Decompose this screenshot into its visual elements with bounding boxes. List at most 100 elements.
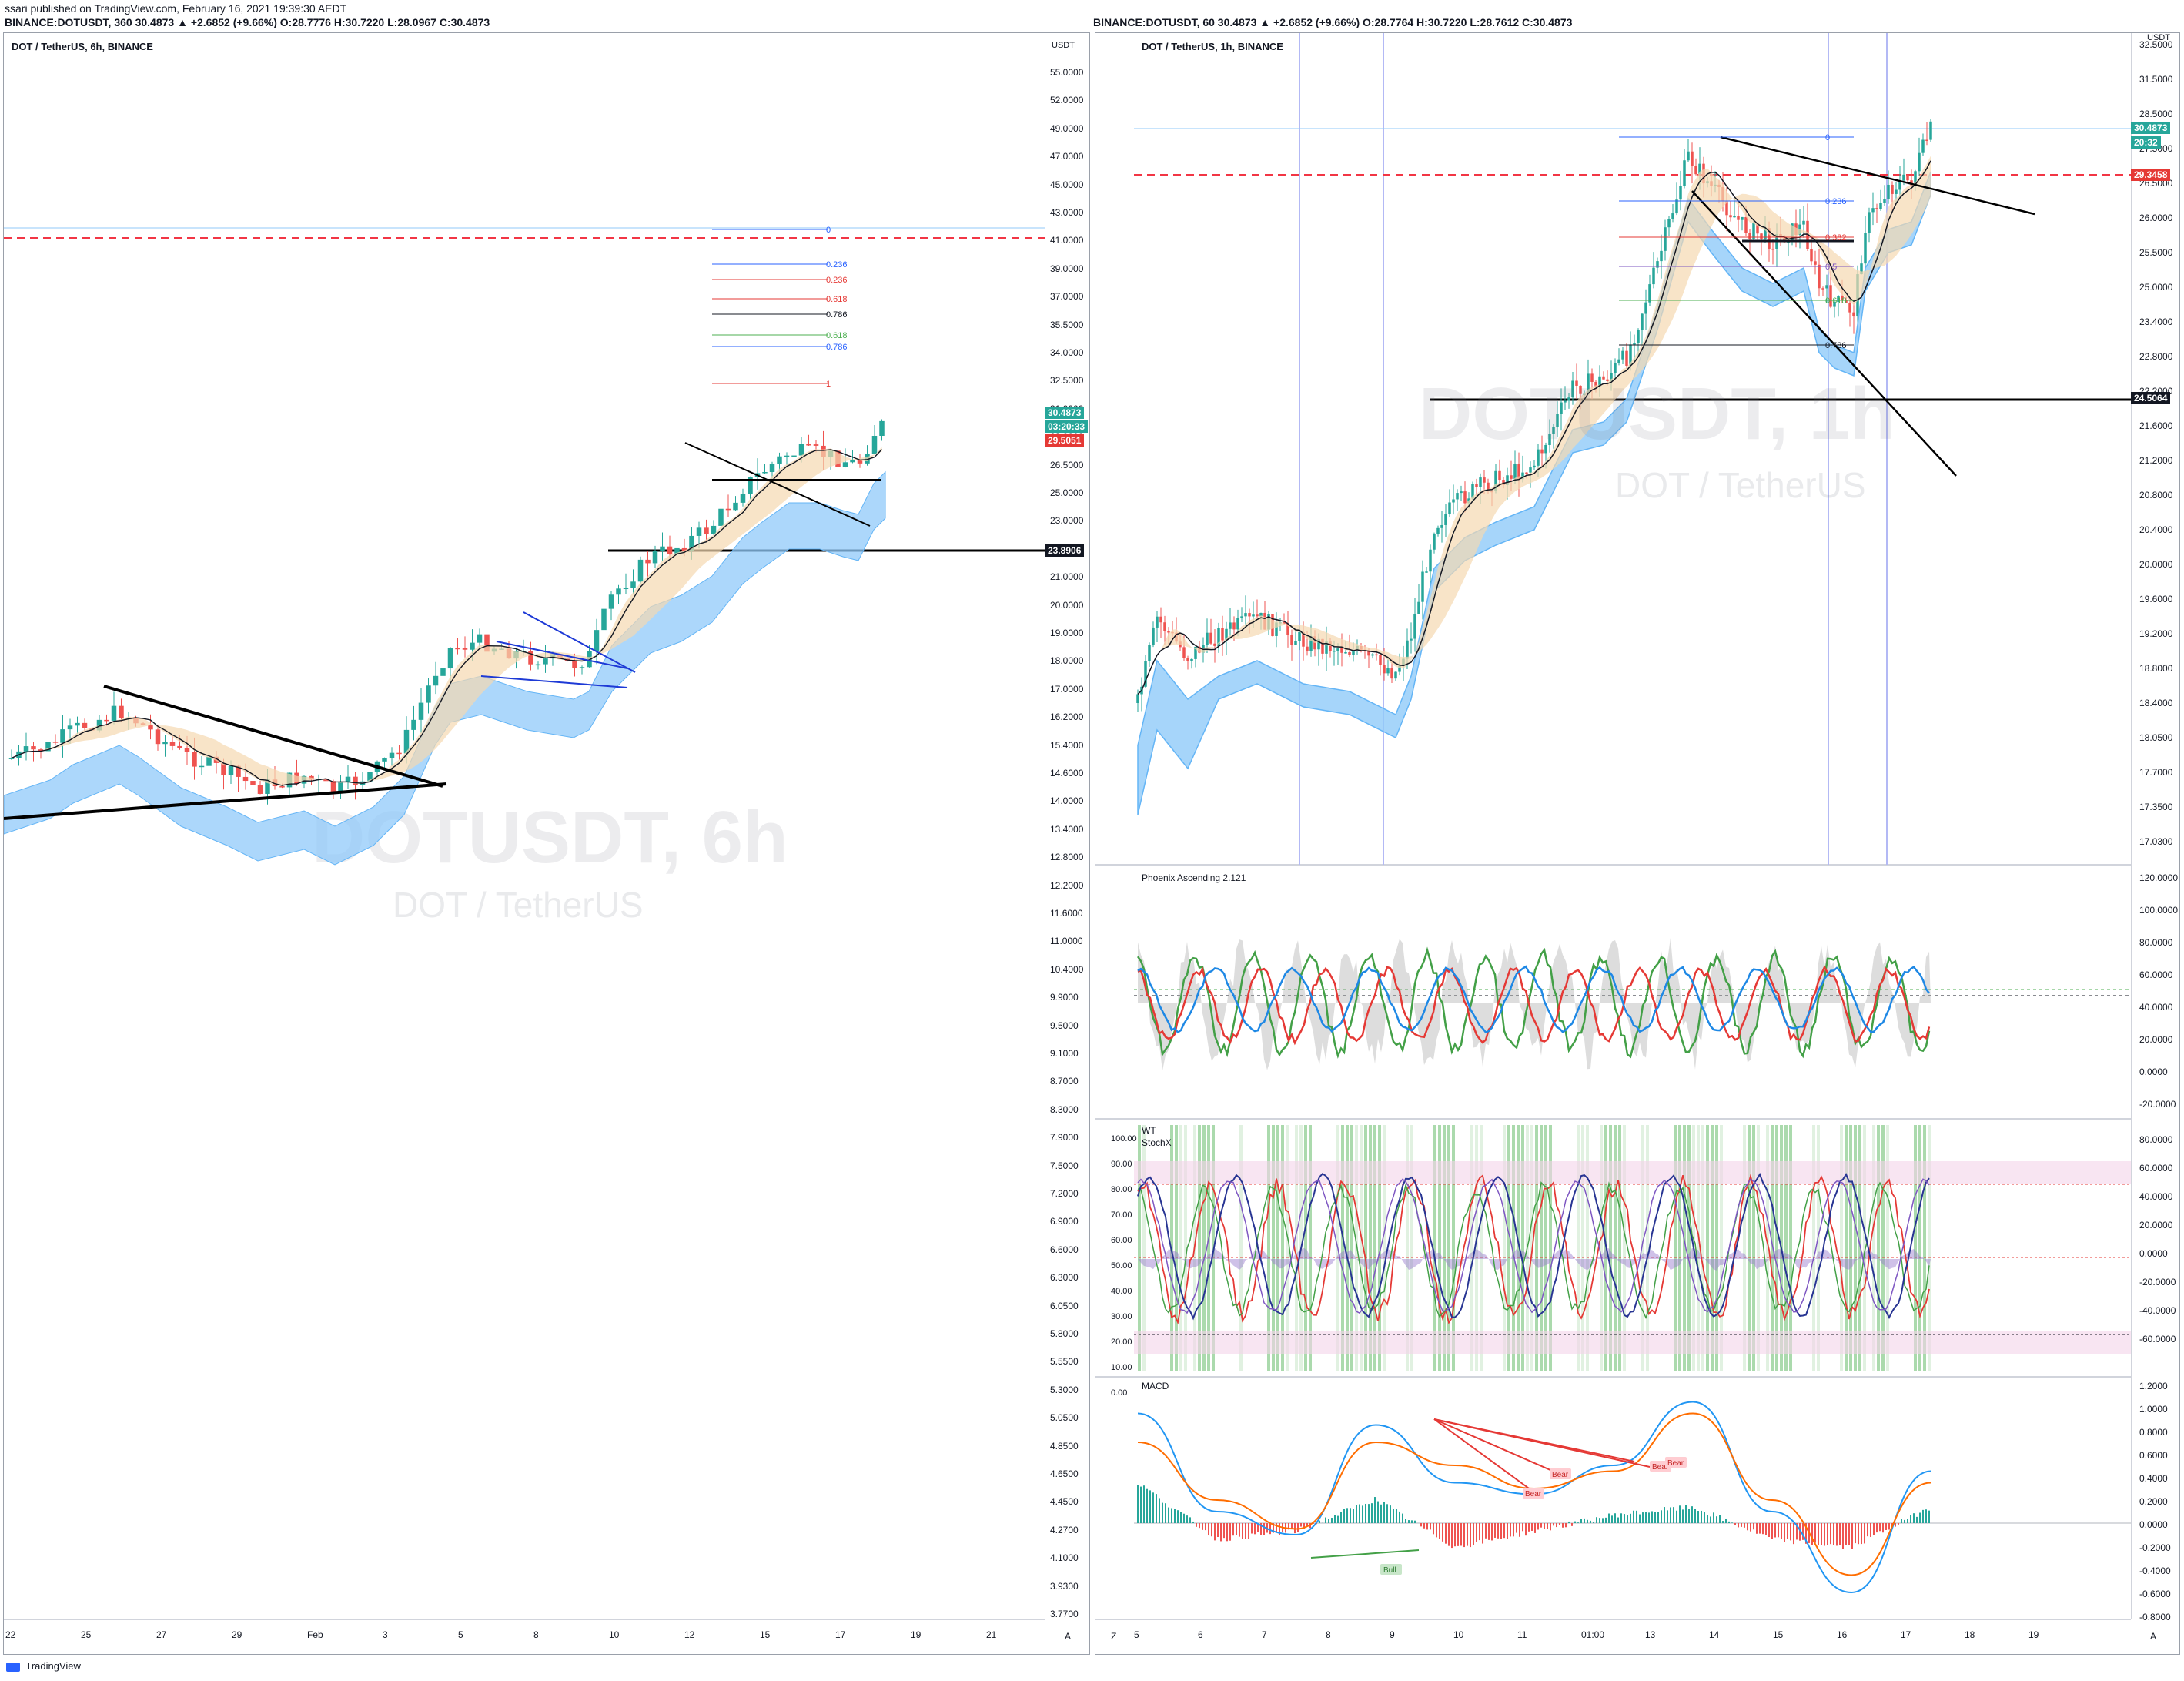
left-time-scale[interactable]: 22 25 27 29 Feb 3 5 8 10 12 15 17 19 21 <box>4 1619 1045 1653</box>
left-candle-body <box>594 630 600 651</box>
right-candle-body <box>1871 208 1875 213</box>
right-candle-body <box>1386 668 1390 674</box>
wt-right-scale-tick: -20.0000 <box>2139 1277 2176 1288</box>
right-candle-body <box>1598 376 1601 387</box>
right-auto-scale-button[interactable]: A <box>2150 1631 2157 1642</box>
left-triangle-lower <box>4 782 447 820</box>
left-candle-body <box>169 741 176 746</box>
left-price-scale[interactable]: 55.0000 52.0000 49.0000 47.0000 45.0000 43.00… <box>1045 33 1089 1619</box>
left-candle-body <box>681 547 687 551</box>
right-candle-body <box>1610 373 1613 381</box>
macd-scale-tick: 1.0000 <box>2139 1404 2168 1415</box>
phoenix-grey-area <box>1138 937 1931 1071</box>
left-price-tick: 14.0000 <box>1050 795 1084 807</box>
left-symbol-line: BINANCE:DOTUSDT, 360 30.4873 ▲ +2.6852 (… <box>5 16 490 28</box>
right-chart-panel[interactable]: 0 0.236 0.382 0.5 0.618 0.786 Bear Bear Bear Bear… <box>1095 32 2180 1655</box>
stochx-title: StochX <box>1142 1137 1172 1148</box>
left-candle-body <box>38 749 44 752</box>
right-left-corner-button[interactable]: Z <box>1111 1631 1117 1642</box>
wt-signal-bar <box>1715 1125 1718 1371</box>
right-candle-body <box>1641 313 1644 330</box>
stochx-green-line <box>1137 1181 1930 1320</box>
left-price-tick: 49.0000 <box>1050 122 1084 134</box>
right-symbol-line: BINANCE:DOTUSDT, 60 30.4873 ▲ +2.6852 (+… <box>1093 16 1573 28</box>
wt-signal-bar <box>1378 1125 1381 1371</box>
left-candle-body <box>477 634 483 643</box>
macd-scale-tick: 0.0000 <box>2139 1519 2168 1530</box>
phoenix-scale-tick: 60.0000 <box>2139 969 2173 980</box>
left-candle-body <box>608 594 614 609</box>
right-candle-body <box>1540 449 1544 454</box>
right-candle-body <box>1918 152 1921 172</box>
right-candle-body <box>1448 502 1451 514</box>
right-time-scale[interactable]: 5 6 7 8 9 10 11 01:00 13 14 15 16 17 18 19 <box>1095 1619 2131 1653</box>
right-price-tick: 19.6000 <box>2139 594 2173 604</box>
right-candle-body <box>1748 233 1751 239</box>
left-price-tick: 4.6500 <box>1050 1468 1079 1479</box>
wt-signal-bar <box>1784 1125 1788 1371</box>
phoenix-scale-tick: 80.0000 <box>2139 937 2173 948</box>
left-price-chart[interactable]: 0 0.236 0.236 0.618 0.786 0.618 0.786 1 <box>4 33 1088 1653</box>
left-price-tick: 9.9000 <box>1050 992 1079 1003</box>
wt-signal-bar <box>1581 1125 1584 1371</box>
macd-bull-label-box <box>1380 1564 1402 1575</box>
left-fib-label: 0 <box>826 226 831 235</box>
phoenix-scale-tick: 20.0000 <box>2139 1034 2173 1045</box>
right-candle-body <box>1206 632 1209 645</box>
left-candle-body <box>148 725 153 730</box>
left-auto-scale-button[interactable]: A <box>1065 1631 1072 1642</box>
right-price-tick: 31.5000 <box>2139 74 2173 85</box>
right-candle-body <box>1456 493 1459 500</box>
right-candle-body <box>1471 484 1474 499</box>
left-wedge-line <box>523 611 636 673</box>
wt-momentum-area <box>1138 1247 1931 1271</box>
left-candle-body <box>740 494 746 503</box>
wt-signal-bar <box>1276 1125 1279 1371</box>
right-price-chart[interactable]: 00.2360.3820.50.6180.786BearBearBearBear… <box>1095 33 2178 1653</box>
wt-signal-bar <box>1267 1125 1270 1371</box>
wt-signal-bar <box>1845 1125 1848 1371</box>
wt-signal-bar <box>1360 1125 1363 1371</box>
wt-signal-bar <box>1877 1125 1880 1371</box>
right-candle-body <box>1517 464 1520 480</box>
right-candle-body <box>1683 160 1686 186</box>
wt-signal-bar <box>1198 1125 1201 1371</box>
right-time-tick: 01:00 <box>1581 1629 1605 1640</box>
right-candle-body <box>1895 189 1898 194</box>
right-price-scale[interactable]: 32.5000 31.5000 28.5000 27.5000 26.5000 26.00… <box>2131 33 2179 1622</box>
left-candle-body <box>777 456 782 464</box>
right-candle-body <box>1294 641 1297 645</box>
wt-overbought-zone <box>1134 1161 2131 1184</box>
right-candle-body <box>1644 302 1647 314</box>
right-candle-body <box>1421 571 1424 602</box>
right-candle-body <box>1768 228 1771 249</box>
left-price-tick: 8.7000 <box>1050 1076 1079 1087</box>
right-candle-body <box>1182 647 1186 658</box>
macd-bull-label: Bull <box>1383 1566 1396 1575</box>
right-candle-body <box>1283 622 1286 624</box>
wt-signal-bar <box>1771 1125 1774 1371</box>
right-candle-body <box>1406 640 1409 659</box>
macd-scale-tick: 0.6000 <box>2139 1450 2168 1461</box>
wt-signal-bar <box>1540 1125 1543 1371</box>
right-descending-trendline <box>1720 136 2035 216</box>
left-candle-body <box>616 588 621 595</box>
left-price-tick: 3.9300 <box>1050 1580 1079 1592</box>
left-candle-body <box>798 444 804 456</box>
right-candle-body <box>1744 216 1748 233</box>
right-candle-body <box>1225 628 1228 641</box>
left-price-tick: 23.0000 <box>1050 515 1084 527</box>
left-price-tick: 52.0000 <box>1050 95 1084 106</box>
wt-left-scale-tick: 60.00 <box>1111 1236 1132 1245</box>
left-candle-body <box>184 748 190 752</box>
right-price-tick: 17.0300 <box>2139 836 2173 847</box>
right-candle-body <box>1633 343 1636 345</box>
macd-bear-label-box <box>1665 1457 1687 1468</box>
right-candle-body <box>1329 641 1332 651</box>
right-price-tick: 21.2000 <box>2139 455 2173 466</box>
right-candle-body <box>1390 668 1393 679</box>
wt-signal-bar <box>1886 1125 1889 1371</box>
macd-bear-label: Bear <box>1667 1459 1684 1468</box>
left-chart-panel[interactable]: DOT / TetherUS, 6h, BINANCE DOTUSDT, 6h … <box>3 32 1090 1655</box>
wt-signal-bar <box>1646 1125 1649 1371</box>
